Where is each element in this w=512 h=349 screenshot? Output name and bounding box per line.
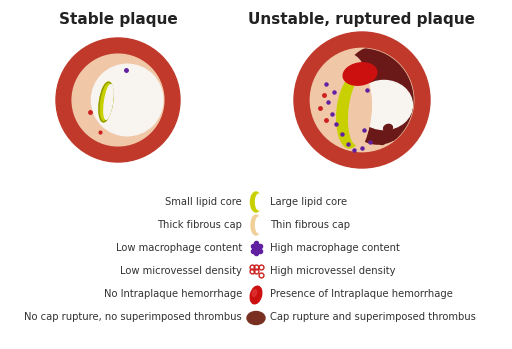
Text: High macrophage content: High macrophage content	[270, 243, 400, 253]
Ellipse shape	[104, 85, 113, 119]
Ellipse shape	[355, 81, 413, 129]
Ellipse shape	[339, 46, 417, 144]
Ellipse shape	[252, 290, 257, 296]
Text: Thick fibrous cap: Thick fibrous cap	[157, 220, 242, 230]
Ellipse shape	[337, 76, 367, 148]
Ellipse shape	[99, 82, 113, 122]
Circle shape	[56, 38, 180, 162]
Ellipse shape	[343, 63, 377, 85]
Ellipse shape	[391, 135, 397, 141]
Circle shape	[310, 48, 414, 152]
Circle shape	[91, 64, 163, 136]
Text: No cap rupture, no superimposed thrombus: No cap rupture, no superimposed thrombus	[24, 312, 242, 322]
Ellipse shape	[329, 54, 371, 155]
Ellipse shape	[255, 194, 263, 210]
Text: High microvessel density: High microvessel density	[270, 266, 395, 276]
Text: Small lipid core: Small lipid core	[165, 197, 242, 207]
Text: Stable plaque: Stable plaque	[59, 12, 177, 27]
Ellipse shape	[247, 312, 265, 325]
Ellipse shape	[383, 124, 392, 132]
Text: Low macrophage content: Low macrophage content	[116, 243, 242, 253]
Text: Cap rupture and superimposed thrombus: Cap rupture and superimposed thrombus	[270, 312, 476, 322]
Text: No Intraplaque hemorrhage: No Intraplaque hemorrhage	[103, 289, 242, 299]
Text: Unstable, ruptured plaque: Unstable, ruptured plaque	[248, 12, 476, 27]
Ellipse shape	[250, 286, 262, 304]
Circle shape	[72, 54, 164, 146]
Text: Low microvessel density: Low microvessel density	[120, 266, 242, 276]
Ellipse shape	[251, 215, 261, 235]
Ellipse shape	[250, 192, 262, 212]
Text: Thin fibrous cap: Thin fibrous cap	[270, 220, 350, 230]
Text: Large lipid core: Large lipid core	[270, 197, 347, 207]
Ellipse shape	[349, 79, 371, 145]
Circle shape	[294, 32, 430, 168]
Text: Presence of Intraplaque hemorrhage: Presence of Intraplaque hemorrhage	[270, 289, 453, 299]
Ellipse shape	[379, 140, 385, 144]
Ellipse shape	[255, 217, 262, 233]
